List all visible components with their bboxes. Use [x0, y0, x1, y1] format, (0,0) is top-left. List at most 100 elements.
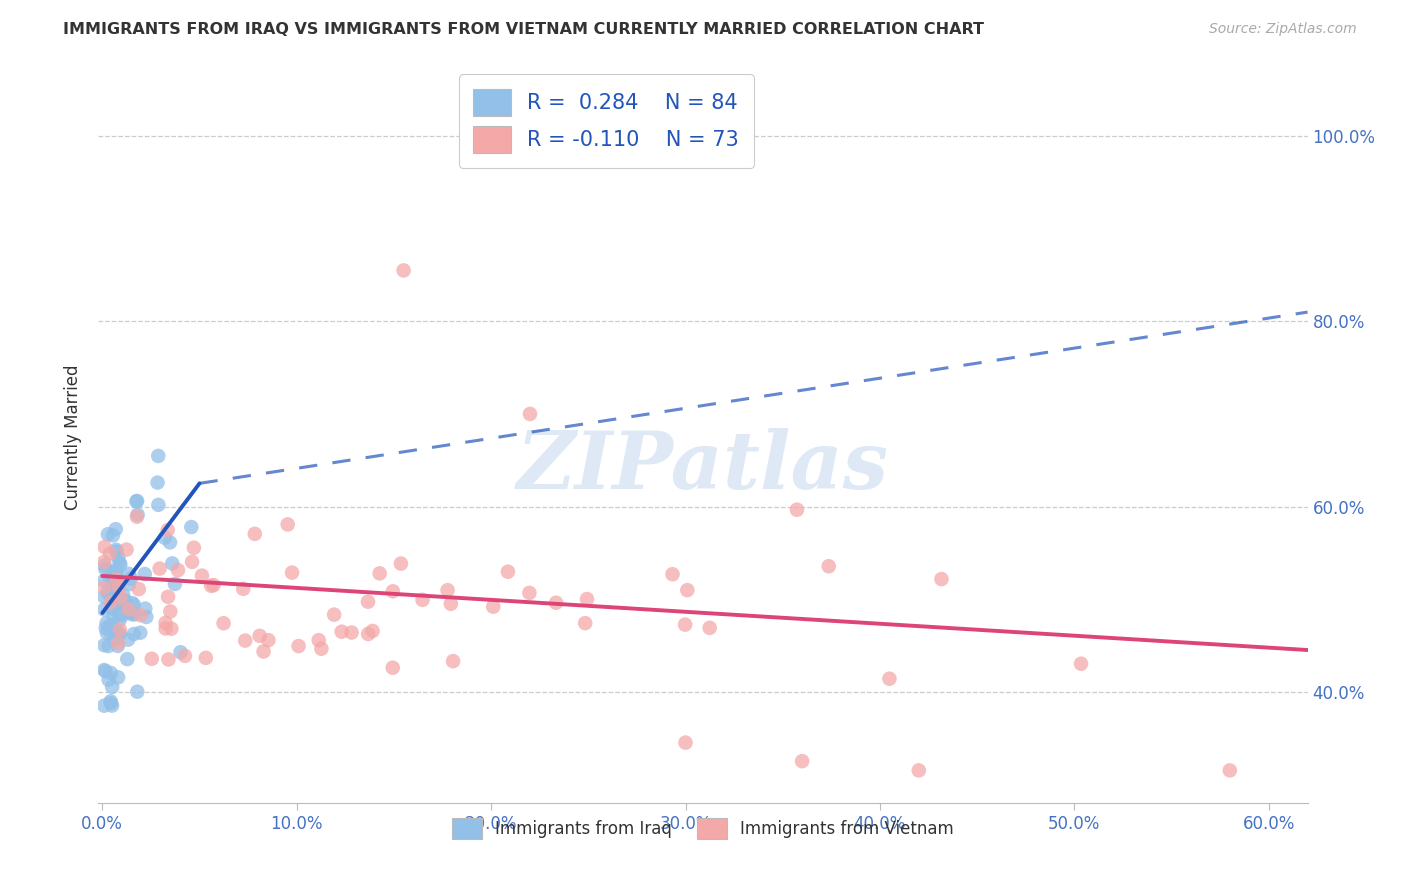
Point	[162, 557, 184, 571]
Legend: Immigrants from Iraq, Immigrants from Vietnam: Immigrants from Iraq, Immigrants from Vi…	[446, 811, 960, 846]
Text: ZIPatlas: ZIPatlas	[517, 427, 889, 505]
Point	[323, 607, 346, 622]
Point	[243, 526, 266, 541]
Point	[381, 661, 404, 675]
Point	[107, 639, 129, 653]
Point	[101, 591, 124, 606]
Point	[287, 639, 309, 653]
Point	[100, 595, 122, 609]
Point	[1219, 764, 1241, 778]
Point	[157, 652, 180, 666]
Point	[200, 579, 222, 593]
Point	[100, 696, 122, 710]
Point	[118, 602, 141, 616]
Point	[108, 556, 131, 570]
Point	[125, 494, 148, 508]
Point	[357, 627, 380, 641]
Point	[146, 475, 169, 490]
Point	[110, 558, 132, 572]
Point	[120, 572, 142, 586]
Point	[792, 754, 814, 768]
Point	[112, 592, 135, 607]
Point	[93, 698, 115, 713]
Point	[108, 613, 131, 627]
Point	[101, 528, 124, 542]
Point	[381, 584, 404, 599]
Point	[252, 644, 274, 658]
Point	[148, 449, 170, 463]
Point	[389, 557, 412, 571]
Point	[163, 577, 186, 591]
Point	[104, 632, 127, 647]
Point	[907, 764, 929, 778]
Point	[574, 616, 596, 631]
Point	[661, 567, 683, 582]
Point	[121, 607, 143, 622]
Point	[174, 648, 197, 663]
Point	[699, 621, 721, 635]
Point	[107, 551, 129, 566]
Point	[117, 632, 139, 647]
Point	[100, 625, 122, 640]
Point	[194, 651, 217, 665]
Point	[496, 565, 519, 579]
Point	[257, 633, 280, 648]
Point	[169, 645, 191, 659]
Point	[361, 624, 384, 638]
Point	[817, 559, 839, 574]
Point	[101, 573, 124, 587]
Point	[93, 602, 115, 616]
Point	[141, 652, 163, 666]
Point	[676, 583, 699, 598]
Point	[105, 564, 128, 578]
Point	[111, 608, 134, 623]
Point	[786, 502, 808, 516]
Point	[100, 601, 122, 615]
Point	[202, 578, 225, 592]
Point	[148, 498, 170, 512]
Point	[105, 572, 128, 586]
Point	[96, 616, 118, 631]
Point	[98, 570, 121, 584]
Point	[575, 592, 598, 607]
Point	[117, 652, 139, 666]
Point	[98, 546, 121, 560]
Point	[330, 624, 353, 639]
Point	[127, 684, 149, 698]
Point	[135, 610, 157, 624]
Point	[94, 664, 117, 678]
Point	[879, 672, 901, 686]
Point	[107, 607, 129, 621]
Point	[120, 606, 142, 620]
Point	[125, 509, 148, 524]
Point	[105, 624, 128, 639]
Point	[118, 577, 141, 591]
Point	[122, 627, 145, 641]
Point	[128, 582, 150, 596]
Point	[129, 608, 152, 623]
Point	[155, 621, 177, 635]
Point	[232, 582, 254, 596]
Point	[100, 694, 122, 708]
Point	[436, 583, 458, 598]
Point	[93, 638, 115, 652]
Point	[110, 598, 132, 612]
Point	[97, 673, 120, 687]
Point	[157, 590, 180, 604]
Point	[107, 626, 129, 640]
Point	[107, 636, 129, 650]
Point	[98, 618, 121, 632]
Point	[180, 520, 202, 534]
Point	[127, 494, 149, 508]
Point	[114, 594, 136, 608]
Point	[519, 407, 541, 421]
Point	[124, 607, 146, 622]
Point	[105, 597, 128, 611]
Point	[104, 592, 127, 607]
Point	[1070, 657, 1092, 671]
Point	[93, 590, 115, 604]
Point	[122, 598, 145, 612]
Point	[105, 544, 128, 558]
Point	[156, 523, 179, 537]
Point	[105, 542, 128, 557]
